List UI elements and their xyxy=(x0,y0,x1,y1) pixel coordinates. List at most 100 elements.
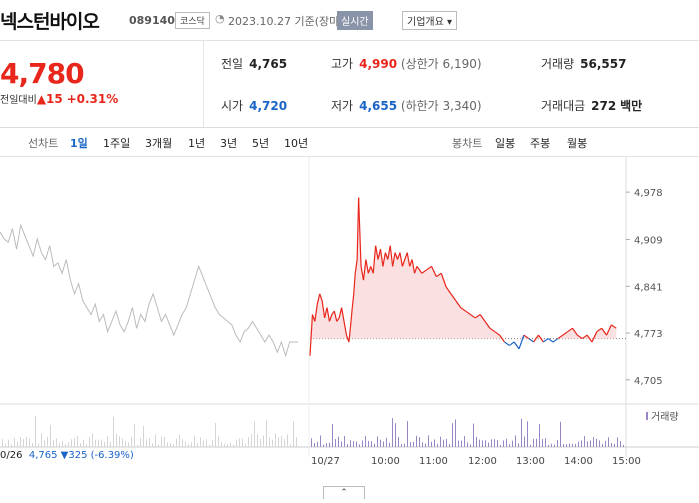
volume-bar xyxy=(596,438,597,447)
prev-volume-bar xyxy=(242,438,243,447)
prev-volume-bar xyxy=(56,438,57,447)
today-line-segment xyxy=(445,286,452,295)
today-line-segment xyxy=(528,338,534,343)
prev-volume-bar xyxy=(257,434,258,447)
volume-bar xyxy=(503,440,504,447)
prev-volume-bar xyxy=(179,434,180,447)
today-line-segment xyxy=(316,293,321,305)
volume-bar xyxy=(416,435,417,447)
quote-summary: 4,780 전일대비▲15 +0.31% 전일 4,765 고가 4,990 (상한… xyxy=(0,41,699,128)
today-line-segment xyxy=(557,334,564,340)
x-tick-label: 10/27 xyxy=(311,456,340,467)
volume: 거래량 56,557 xyxy=(541,57,627,71)
today-line-segment xyxy=(450,293,457,302)
prev-volume-bar xyxy=(128,442,129,447)
today-line-segment xyxy=(533,334,539,343)
volume-bar xyxy=(431,441,432,447)
today-line-segment xyxy=(547,338,554,343)
prev-volume-bar xyxy=(8,439,9,447)
prev-volume-bar xyxy=(131,436,132,447)
tab-candle-chart[interactable]: 봉차트 xyxy=(452,137,483,150)
prev-volume-bar xyxy=(167,442,168,447)
company-info-dropdown[interactable]: 기업개요 ▾ xyxy=(402,11,458,30)
chart-tabs: 선차트 1일 1주일 3개월 1년 3년 5년 10년 봉차트 일봉 주봉 월봉 xyxy=(0,128,699,157)
volume-bar xyxy=(443,439,444,447)
prev-volume-bar xyxy=(221,441,222,447)
today-line-segment xyxy=(392,252,396,267)
tab-candle-daily[interactable]: 일봉 xyxy=(495,137,516,150)
volume-bar xyxy=(437,443,438,447)
volume-bar xyxy=(575,443,576,447)
price-chart[interactable]: 4,978 4,909 4,841 4,773 4,705 거래량 10/27 10:00 11… xyxy=(0,157,699,499)
prev-volume-bar xyxy=(164,437,165,447)
today-line-segment xyxy=(326,307,331,322)
today-line-segment xyxy=(421,269,428,274)
volume-bar xyxy=(428,435,429,447)
today-line-segment xyxy=(328,314,333,322)
prev-volume-bar xyxy=(206,439,207,447)
prev-volume-bar xyxy=(80,443,81,447)
volume-bar xyxy=(536,438,537,447)
volume-bar xyxy=(455,419,456,447)
volume-bar xyxy=(395,423,396,447)
stock-name[interactable]: 넥스턴바이오 xyxy=(0,11,100,33)
tab-period-1w[interactable]: 1주일 xyxy=(103,137,131,150)
volume-bar xyxy=(602,443,603,447)
today-line-segment xyxy=(356,197,360,260)
today-line-segment xyxy=(479,314,486,322)
change-percent: +0.31% xyxy=(66,92,119,106)
tab-period-1y[interactable]: 1년 xyxy=(188,137,206,150)
volume-bar xyxy=(362,440,363,447)
change-label: 전일대비 xyxy=(0,95,37,106)
volume-bar xyxy=(500,444,501,447)
y-tick-label: 4,909 xyxy=(634,236,663,247)
reference-date: 2023.10.27 기준(장마감) xyxy=(228,15,354,28)
volume-bar xyxy=(473,423,474,447)
tab-candle-weekly[interactable]: 주봉 xyxy=(530,137,551,150)
x-tick-label: 14:00 xyxy=(564,456,593,467)
volume-bar xyxy=(542,439,543,447)
prev-volume-bar xyxy=(239,438,240,447)
today-line-segment xyxy=(354,259,358,274)
today-line-segment xyxy=(499,334,505,343)
prev-volume-bar xyxy=(65,444,66,447)
tab-candle-monthly[interactable]: 월봉 xyxy=(567,137,588,150)
prev-volume-bar xyxy=(170,442,171,447)
volume-bar xyxy=(569,443,570,447)
prev-volume-bar xyxy=(140,437,141,447)
prev-volume-bar xyxy=(230,442,231,447)
volume-bar xyxy=(377,436,378,447)
prev-volume-bar xyxy=(263,435,264,447)
today-line-segment xyxy=(353,273,356,294)
prev-volume-bar xyxy=(59,443,60,447)
prev-volume-bar xyxy=(113,416,114,447)
tab-period-10y[interactable]: 10년 xyxy=(284,137,309,150)
tab-period-3m[interactable]: 3개월 xyxy=(145,137,173,150)
down-arrow-icon: ▼ xyxy=(60,450,69,461)
volume-bar xyxy=(458,440,459,447)
tab-period-5y[interactable]: 5년 xyxy=(252,137,270,150)
x-tick-label: 15:00 xyxy=(612,456,641,467)
collapse-button[interactable]: ⌃ xyxy=(323,486,365,499)
volume-bar xyxy=(512,440,513,447)
prev-volume-bar xyxy=(296,437,297,447)
realtime-button[interactable]: 실시간 xyxy=(337,11,373,30)
today-line-segment xyxy=(413,266,418,274)
volume-bar xyxy=(593,437,594,447)
today-line-segment xyxy=(504,341,510,346)
today-line-segment xyxy=(406,252,411,267)
volume-bar xyxy=(338,436,339,447)
today-line-segment xyxy=(336,317,340,322)
prev-volume-bar xyxy=(125,441,126,447)
tab-period-1d[interactable]: 1일 xyxy=(70,137,88,150)
volume-bar xyxy=(515,435,516,447)
prev-volume-bar xyxy=(197,443,198,447)
tab-line-chart[interactable]: 선차트 xyxy=(28,137,59,150)
today-line-segment xyxy=(596,327,603,333)
today-line-segment xyxy=(562,331,569,336)
volume-bar xyxy=(350,440,351,447)
today-line-segment xyxy=(489,327,496,333)
prev-volume-bar xyxy=(62,440,63,447)
tab-period-3y[interactable]: 3년 xyxy=(220,137,238,150)
today-line-segment xyxy=(377,249,382,260)
